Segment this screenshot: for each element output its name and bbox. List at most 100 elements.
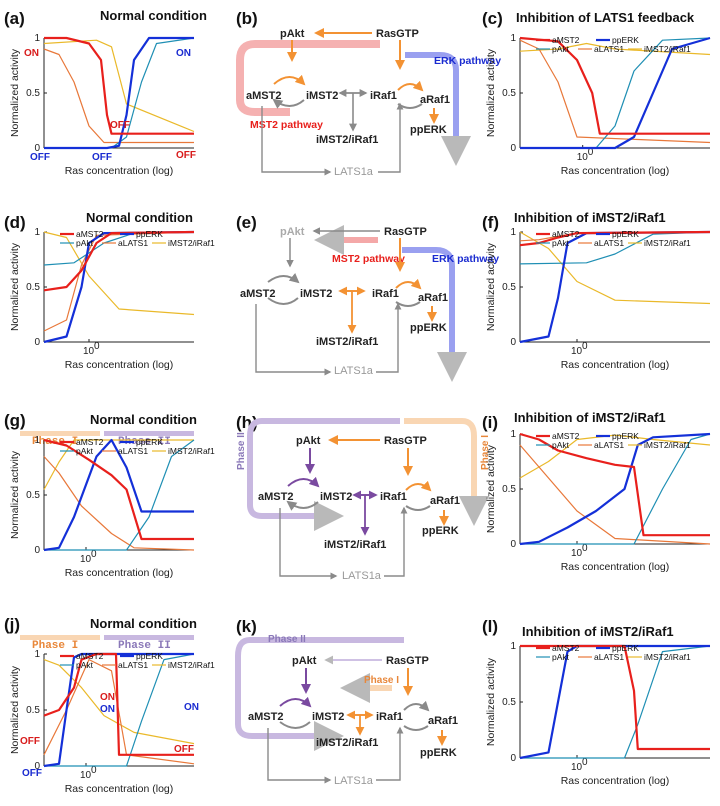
chart-title-j: Normal condition [90,616,197,631]
y-tick-label: 0.5 [26,705,40,716]
y-tick-label: 1 [34,649,40,660]
node-complex-k: iMST2/iRaf1 [316,737,378,749]
legend-label: pAkt [552,652,570,662]
phase2-bar-j [104,635,194,640]
x-tick-exponent: 0 [91,549,97,560]
phase1-pathway-label-k: Phase I [364,675,399,686]
panel-label-f: (f) [482,213,499,232]
y-tick-label: 1 [34,227,40,238]
y-axis-label: Normalized activity [485,444,497,533]
phase2-label-j: Phase II [118,640,171,652]
y-tick-label: 0 [510,337,516,348]
node-imst2-e: iMST2 [300,288,332,300]
node-amst2-e: aMST2 [240,288,275,300]
annot-off-red-end-j: OFF [174,744,194,755]
legend-label: iMST2/iRaf1 [644,652,691,662]
mst2-pathway-band [236,40,380,116]
node-lats1a-k: LATS1a [334,775,374,787]
x-axis-label: Ras concentration (log) [561,775,670,787]
diagram-k: Phase II Phase I pAkt RasGTP aMST2 iMST2… [235,634,458,787]
panel-label-j: (j) [4,615,20,634]
node-pperk-k: ppERK [420,747,457,759]
series-imst2-iraf1 [519,42,711,56]
phase1-bar-j [20,635,100,640]
panel-label-b: (b) [236,9,258,28]
legend-label: aMST2 [76,651,104,661]
x-tick-exponent: 0 [582,341,588,352]
series-amst2 [519,36,710,135]
annot-off-red-end-a: OFF [176,150,196,161]
y-axis-label: Normalized activity [9,665,21,754]
node-complex-h: iMST2/iRaf1 [324,539,386,551]
diagram-b: MST2 pathway ERK pathway pAkt RasGTP aMS… [236,28,501,178]
legend-label: pAkt [552,238,570,248]
x-tick-label: 10 [83,346,95,357]
series-amst2 [519,432,710,537]
y-tick-label: 0 [34,761,40,772]
y-tick-label: 1 [510,227,516,238]
annot-on-red-j: ON [100,692,115,703]
annot-off-blue-mid-a: OFF [92,152,112,163]
chart-title-i: Inhibition of iMST2/iRaf1 [514,410,666,425]
series-alats1 [519,39,711,144]
node-pakt: pAkt [280,28,305,40]
series-amst2 [44,36,194,135]
node-iraf1-e: iRaf1 [372,288,399,300]
series-pakt [520,37,711,149]
legend-label: ppERK [136,651,163,661]
series-imst2-iraf1 [43,439,194,490]
legend-label: iMST2/iRaf1 [644,440,691,450]
node-pperk-e: ppERK [410,322,447,334]
phase2-label-g: Phase II [118,436,171,448]
x-tick-label: 10 [577,152,589,163]
x-axis-label: Ras concentration (log) [65,783,174,795]
panel-label-e: (e) [236,213,257,232]
legend-label: iMST2/iRaf1 [168,446,215,456]
series-pperk [520,36,711,150]
legend-label: iMST2/iRaf1 [644,238,691,248]
series-pakt [44,37,195,149]
legend-label: ppERK [612,431,639,441]
annot-on-blue-end-j: ON [184,702,199,713]
series-pperk [43,438,194,552]
legend-label: aMST2 [76,437,104,447]
y-tick-label: 0 [510,753,516,764]
chart-title-l: Inhibition of iMST2/iRaf1 [522,624,674,639]
legend-label: pAkt [76,660,94,670]
node-araf1-k: aRaf1 [428,715,458,727]
legend-label: pAkt [552,44,570,54]
node-pakt-h: pAkt [296,435,321,447]
legend-label: aLATS1 [118,660,148,670]
y-tick-label: 0.5 [26,282,40,293]
series-alats1 [43,456,195,551]
series-imst2-iraf1 [43,659,195,745]
x-tick-label: 10 [80,770,92,781]
legend-label: iMST2/iRaf1 [168,660,215,670]
x-axis-label: Ras concentration (log) [65,567,174,579]
y-axis-label: Normalized activity [485,48,497,137]
legend-label: iMST2/iRaf1 [644,44,691,54]
node-iraf1-h: iRaf1 [380,491,407,503]
legend-label: aMST2 [552,431,580,441]
series-pperk [519,644,710,760]
y-axis-label: Normalized activity [9,450,21,539]
diagram-h: Phase II Phase I pAkt RasGTP aMST2 iMST2… [236,418,491,582]
legend-label: aMST2 [552,643,580,653]
node-pperk-h: ppERK [422,525,459,537]
y-tick-label: 0.5 [502,88,516,99]
node-complex: iMST2/iRaf1 [316,134,378,146]
node-complex-e: iMST2/iRaf1 [316,336,378,348]
legend-label: aLATS1 [594,238,624,248]
series-amst2 [43,652,194,756]
y-tick-label: 1 [34,435,40,446]
legend-label: aMST2 [552,35,580,45]
panel-label-g: (g) [4,411,26,430]
y-axis-label: Normalized activity [9,242,21,331]
series-amst2 [43,438,194,541]
x-axis-label: Ras concentration (log) [561,561,670,573]
panel-label-a: (a) [4,9,25,28]
chart-title-f: Inhibition of iMST2/iRaf1 [514,210,666,225]
